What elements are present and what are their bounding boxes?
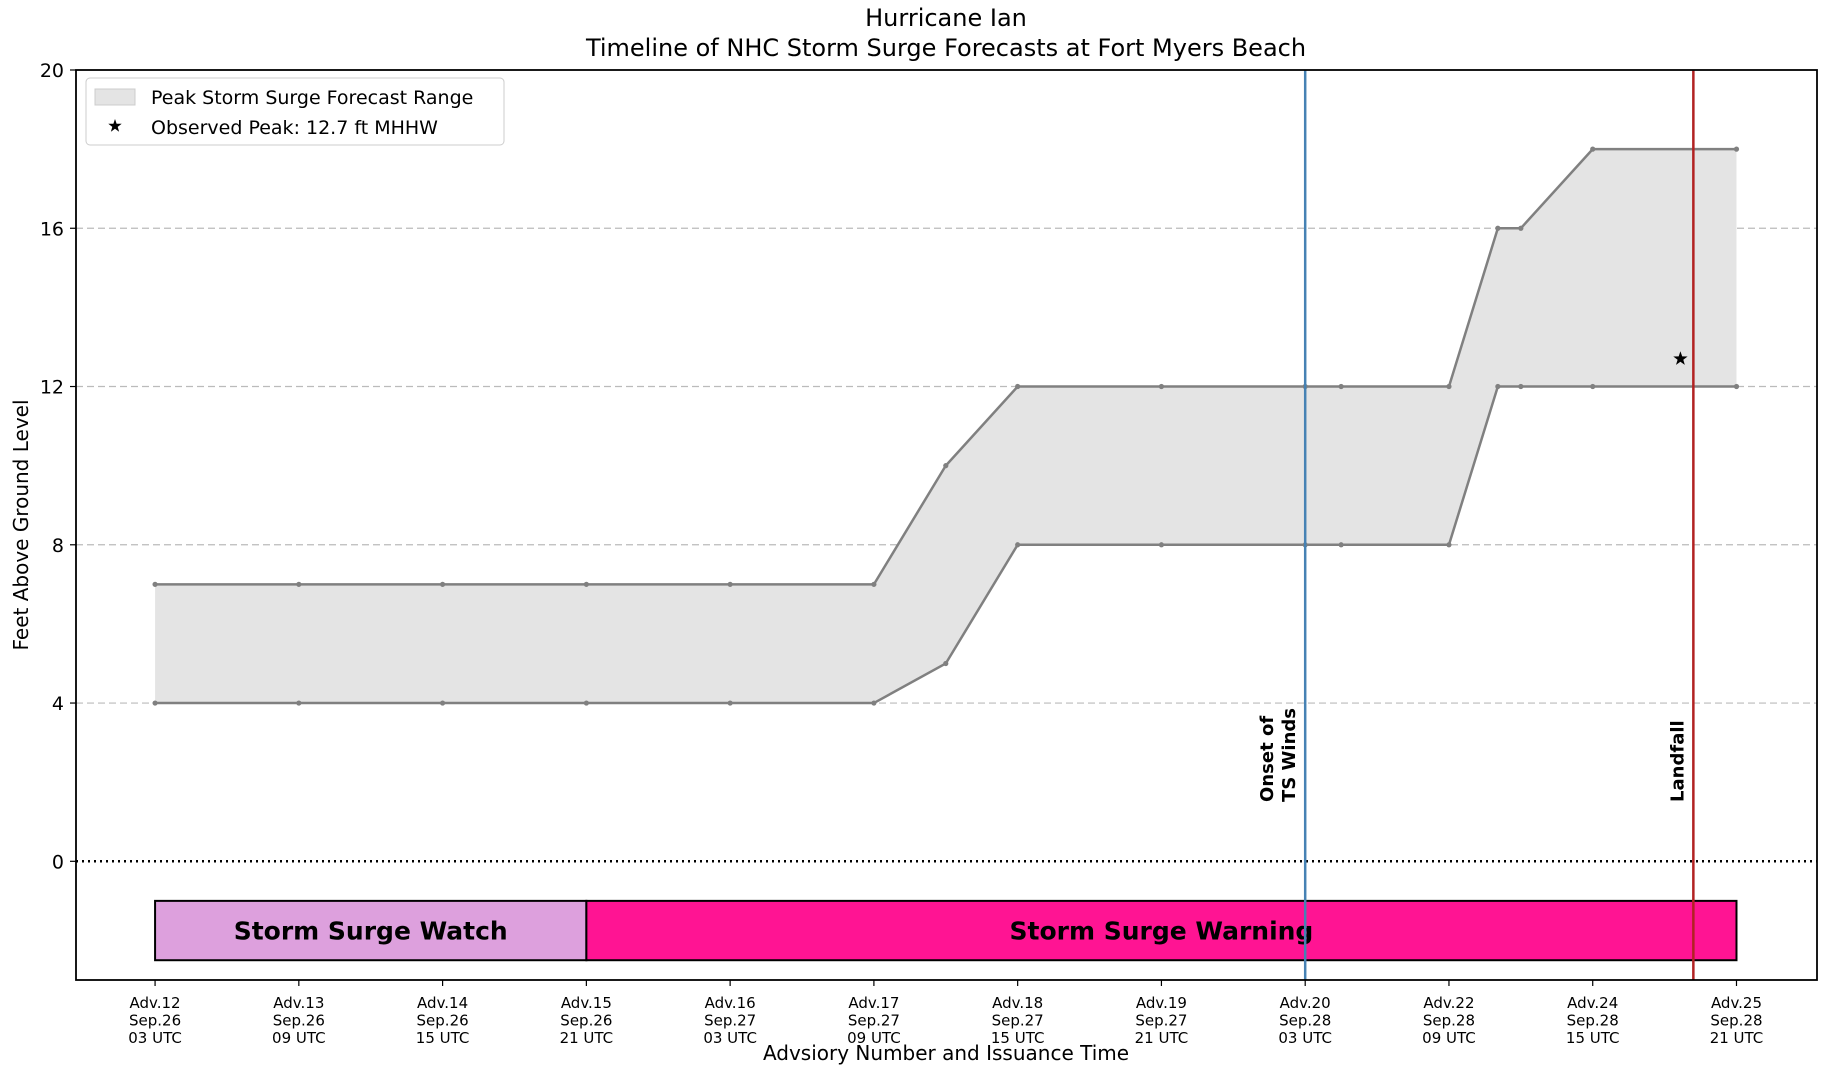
x-tick-label: Adv.13 Sep.26 09 UTC bbox=[272, 994, 326, 1047]
chart-title: Hurricane Ian bbox=[865, 4, 1027, 32]
range-low-point bbox=[871, 700, 877, 706]
x-tick-label: Adv.16 Sep.27 03 UTC bbox=[703, 994, 757, 1047]
x-tick-label: Adv.12 Sep.26 03 UTC bbox=[128, 994, 182, 1047]
range-high-point bbox=[943, 463, 949, 469]
range-high-point bbox=[1158, 383, 1165, 390]
range-high-point bbox=[1495, 225, 1501, 231]
range-low-point bbox=[1446, 542, 1452, 548]
legend-label: Peak Storm Surge Forecast Range bbox=[151, 87, 473, 109]
range-high-point bbox=[1733, 146, 1740, 152]
range-high-point bbox=[727, 581, 733, 587]
range-low-point bbox=[727, 700, 733, 706]
range-high-point bbox=[152, 581, 158, 587]
y-tick-label: 4 bbox=[52, 693, 64, 715]
range-high-point bbox=[1446, 383, 1452, 390]
range-high-point bbox=[296, 581, 302, 587]
x-tick-label: Adv.15 Sep.26 21 UTC bbox=[560, 994, 614, 1047]
legend-label: Observed Peak: 12.7 ft MHHW bbox=[151, 117, 438, 139]
period-bar bbox=[585, 899, 1738, 962]
plot-frame bbox=[75, 69, 1818, 981]
legend-swatch bbox=[94, 88, 136, 106]
x-tick-label: Adv.20 Sep.28 03 UTC bbox=[1278, 994, 1332, 1047]
x-tick-label: Adv.14 Sep.26 15 UTC bbox=[416, 994, 470, 1047]
event-label: Landfall bbox=[1667, 720, 1688, 802]
legend-marker bbox=[108, 119, 122, 132]
range-low-point bbox=[296, 700, 302, 706]
x-tick-label: Adv.25 Sep.28 21 UTC bbox=[1710, 994, 1764, 1047]
chart-subtitle: Timeline of NHC Storm Surge Forecasts at… bbox=[585, 34, 1306, 62]
range-low-point bbox=[1015, 542, 1021, 548]
event-label-group: Onset ofTS Winds bbox=[1257, 708, 1300, 802]
legend-box bbox=[85, 77, 505, 146]
event-label: Onset ofTS Winds bbox=[1257, 708, 1300, 802]
period-label: Storm Surge Warning bbox=[1009, 917, 1313, 946]
range-high-point bbox=[871, 581, 877, 587]
y-tick-label: 0 bbox=[52, 851, 64, 873]
period-bar bbox=[154, 899, 588, 962]
range-high-point bbox=[1338, 383, 1344, 390]
x-tick-label: Adv.19 Sep.27 21 UTC bbox=[1135, 994, 1189, 1047]
y-tick-label: 12 bbox=[40, 377, 64, 399]
y-tick-label: 16 bbox=[40, 218, 64, 240]
range-low-point bbox=[943, 660, 949, 667]
x-tick-label: Adv.22 Sep.28 09 UTC bbox=[1422, 994, 1476, 1047]
range-low-point bbox=[1518, 383, 1524, 390]
event-label-group: Landfall bbox=[1667, 720, 1688, 802]
x-tick-label: Adv.24 Sep.28 15 UTC bbox=[1566, 994, 1620, 1047]
range-low-point bbox=[583, 700, 589, 706]
x-tick-label: Adv.17 Sep.27 09 UTC bbox=[847, 994, 901, 1047]
range-high-point bbox=[1015, 383, 1021, 390]
range-low-point bbox=[1158, 542, 1165, 548]
range-high-point bbox=[1518, 225, 1524, 231]
period-label: Storm Surge Watch bbox=[234, 917, 508, 946]
range-low-point bbox=[152, 700, 158, 706]
observed-peak bbox=[1673, 351, 1688, 365]
range-low-point bbox=[1495, 383, 1501, 390]
x-tick-label: Adv.18 Sep.27 15 UTC bbox=[991, 994, 1045, 1047]
range-high-point bbox=[1590, 146, 1596, 152]
x-axis-label: Advsiory Number and Issuance Time bbox=[763, 1041, 1129, 1065]
range-low-point bbox=[1590, 383, 1596, 390]
range-fill bbox=[155, 149, 1737, 704]
range-low-point bbox=[1338, 542, 1344, 548]
range-high-line bbox=[155, 147, 1737, 586]
range-low-point bbox=[1733, 383, 1740, 390]
range-high-point bbox=[440, 581, 446, 587]
range-low-line bbox=[155, 385, 1737, 705]
y-tick-label: 20 bbox=[40, 60, 64, 82]
range-low-point bbox=[440, 700, 446, 706]
y-tick-label: 8 bbox=[52, 535, 64, 557]
range-high-point bbox=[583, 581, 589, 587]
y-axis-label: Feet Above Ground Level bbox=[9, 399, 33, 650]
